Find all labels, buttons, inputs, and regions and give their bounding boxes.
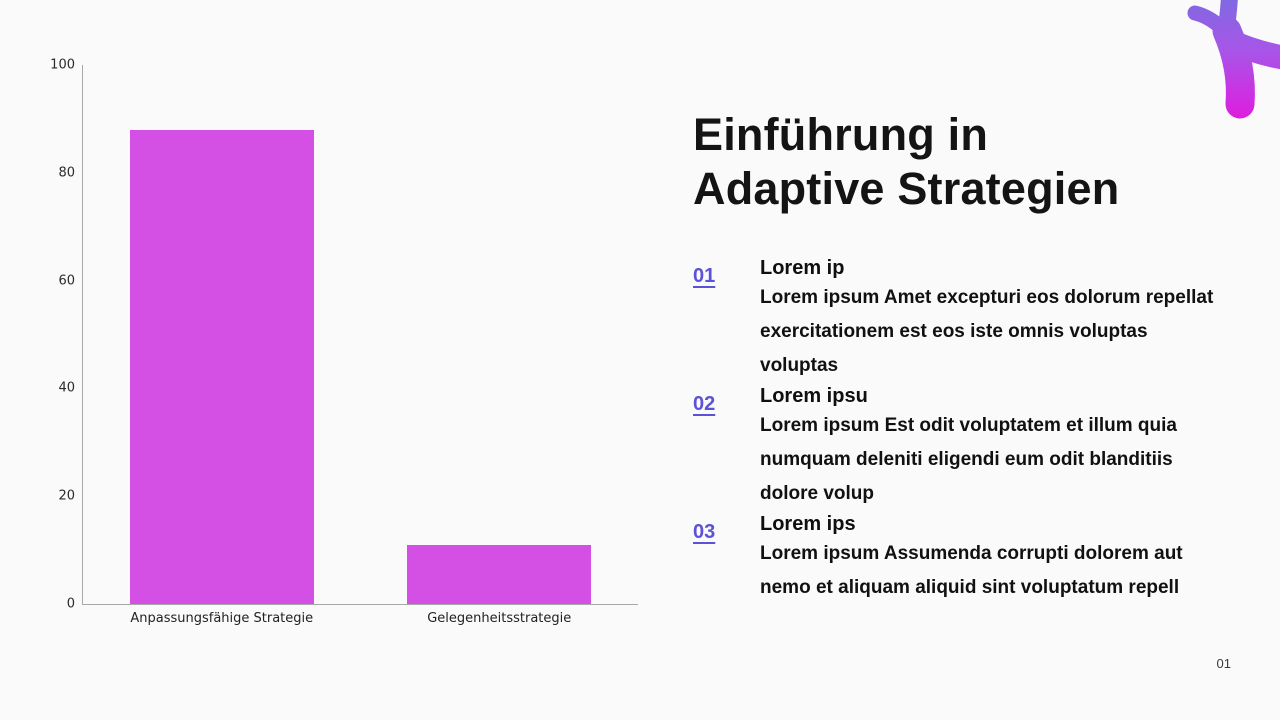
y-tick-label: 40 <box>58 380 75 396</box>
x-axis-label: Anpassungsfähige Strategie <box>130 611 314 626</box>
bar-slot <box>361 65 639 604</box>
list-item-number: 02 <box>693 393 716 415</box>
chart-plot-area <box>83 65 638 604</box>
list-item-text: Lorem ip Lorem ipsum Amet excepturi eos … <box>760 255 1230 383</box>
list-item-heading: Lorem ipsu <box>760 385 868 407</box>
list-item-body: Lorem ipsum Est odit voluptatem et illum… <box>760 415 1177 504</box>
bar-gelegenheitsstrategie <box>407 544 592 604</box>
bar-slot <box>83 65 361 604</box>
title-block: Einführung in Adaptive Strategien <box>693 108 1233 216</box>
list-item-number: 03 <box>693 521 716 543</box>
numbered-list: 01 Lorem ip Lorem ipsum Amet excepturi e… <box>693 255 1233 605</box>
y-tick-label: 20 <box>58 488 75 504</box>
list-item-body: Lorem ipsum Assumenda corrupti dolorem a… <box>760 543 1183 598</box>
list-item-text: Lorem ipsu Lorem ipsum Est odit voluptat… <box>760 383 1230 511</box>
y-tick-label: 60 <box>58 273 75 289</box>
x-axis-labels: Anpassungsfähige Strategie Gelegenheitss… <box>83 611 638 626</box>
bar-anpassungsfaehige-strategie <box>129 129 314 604</box>
slide-title: Einführung in Adaptive Strategien <box>693 108 1233 216</box>
y-tick-label: 0 <box>66 596 75 612</box>
list-item: 03 Lorem ips Lorem ipsum Assumenda corru… <box>693 511 1233 605</box>
list-item-body: Lorem ipsum Amet excepturi eos dolorum r… <box>760 287 1214 376</box>
list-item-number: 01 <box>693 265 716 287</box>
x-axis-label: Gelegenheitsstrategie <box>427 611 572 626</box>
list-item-heading: Lorem ips <box>760 513 856 535</box>
slide-title-line2: Adaptive Strategien <box>693 163 1120 214</box>
bar-chart: 0 20 40 60 80 100 Anpassungsfähige Strategie … <box>50 59 638 626</box>
list-item: 02 Lorem ipsu Lorem ipsum Est odit volup… <box>693 383 1233 511</box>
page-number: 01 <box>1216 656 1231 671</box>
list-item: 01 Lorem ip Lorem ipsum Amet excepturi e… <box>693 255 1233 383</box>
list-item-heading: Lorem ip <box>760 257 845 279</box>
list-item-text: Lorem ips Lorem ipsum Assumenda corrupti… <box>760 511 1230 605</box>
y-tick-label: 100 <box>50 57 75 73</box>
slide-title-line1: Einführung in <box>693 109 989 160</box>
y-tick-label: 80 <box>58 165 75 181</box>
